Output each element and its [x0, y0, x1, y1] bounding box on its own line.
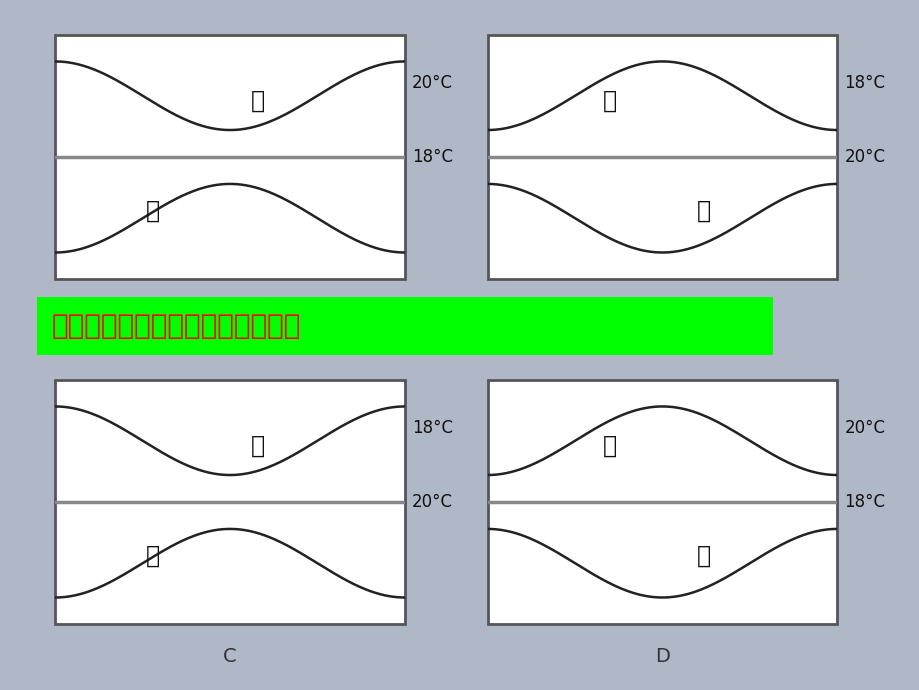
Text: D: D — [654, 647, 669, 667]
Text: 根据等温线的特点判定海陆和季节: 根据等温线的特点判定海陆和季节 — [51, 312, 301, 340]
Text: 20°C: 20°C — [412, 493, 453, 511]
Text: 海: 海 — [146, 544, 160, 568]
Text: 陆: 陆 — [146, 199, 160, 223]
Text: 陆: 陆 — [697, 199, 710, 223]
Text: 18°C: 18°C — [844, 75, 885, 92]
Text: 20°C: 20°C — [844, 148, 885, 166]
Text: 18°C: 18°C — [412, 420, 453, 437]
Text: C: C — [223, 647, 236, 667]
Text: 陆: 陆 — [602, 433, 617, 457]
Text: 海: 海 — [602, 88, 617, 112]
Text: 20°C: 20°C — [412, 75, 453, 92]
Text: 海: 海 — [251, 88, 265, 112]
Text: 海: 海 — [697, 544, 710, 568]
Text: 18°C: 18°C — [844, 493, 885, 511]
Text: 18°C: 18°C — [412, 148, 453, 166]
Text: 20°C: 20°C — [844, 420, 885, 437]
Text: 陆: 陆 — [251, 433, 265, 457]
